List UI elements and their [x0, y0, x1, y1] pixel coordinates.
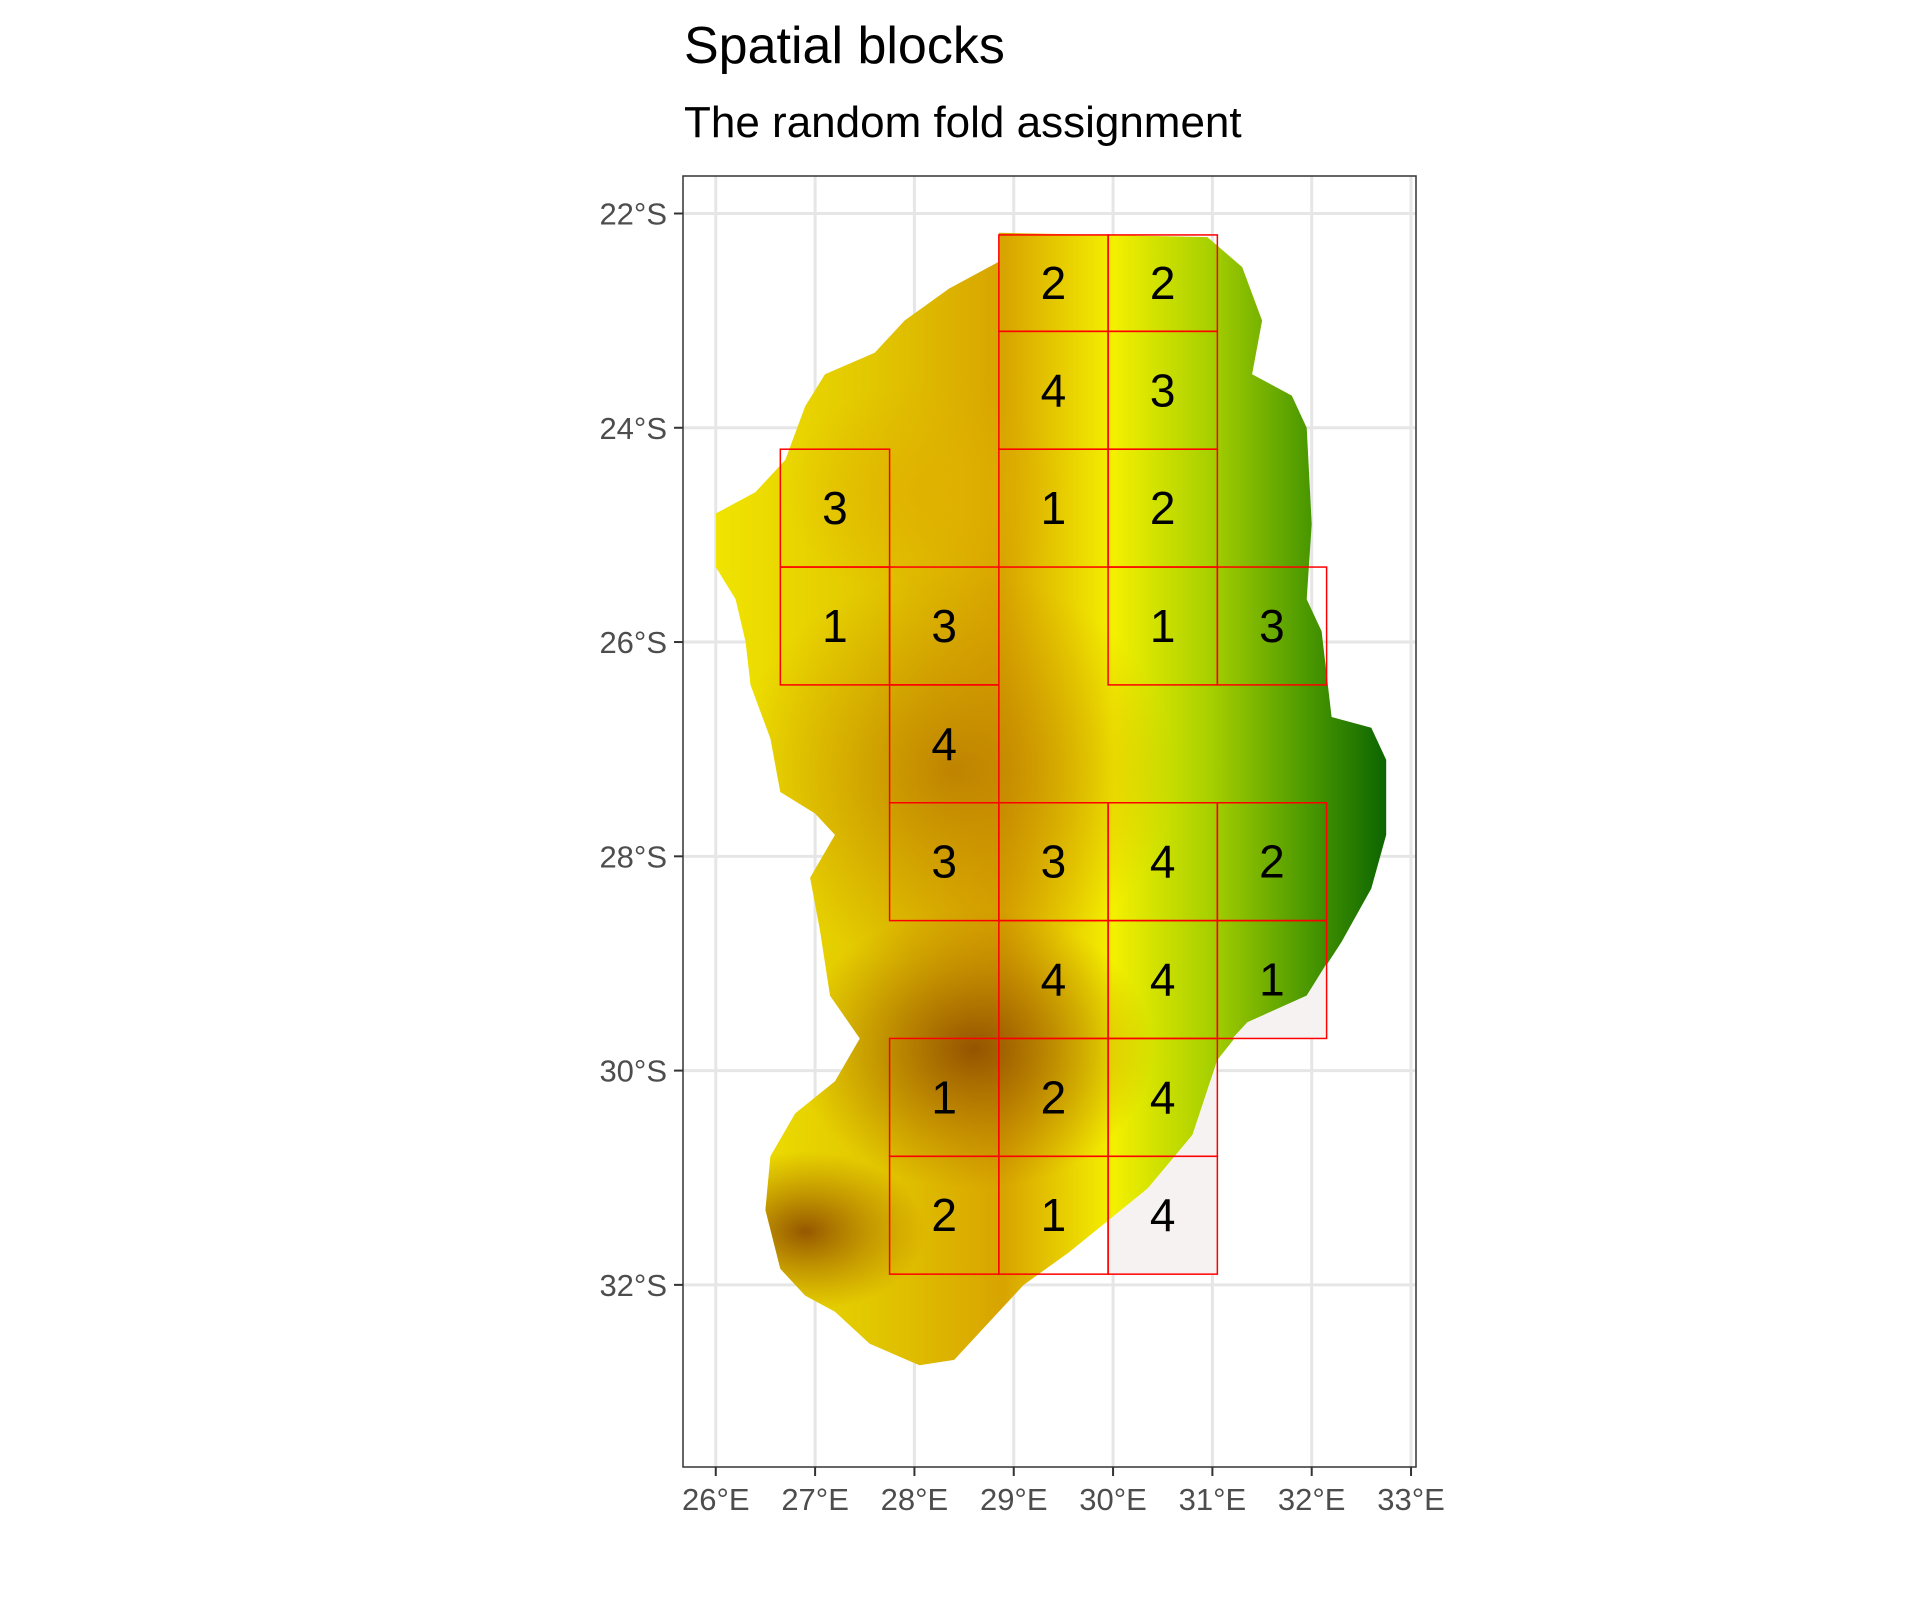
empty-cell-east [1232, 963, 1327, 1039]
fold-label: 1 [1041, 482, 1067, 534]
y-tick-label: 28°S [599, 839, 667, 874]
spatial-blocks: 2 2 4 3 3 1 2 1 3 1 3 4 3 3 4 2 4 4 1 1 2 4 2 1 4 [779, 234, 1328, 1275]
x-tick-label: 28°E [881, 1482, 949, 1517]
y-tick-label: 30°S [599, 1054, 667, 1089]
y-tick-label: 22°S [599, 196, 667, 231]
fold-label: 4 [1041, 954, 1067, 1006]
fold-label: 1 [1259, 954, 1285, 1006]
x-tick-label: 29°E [980, 1482, 1048, 1517]
fold-label: 2 [1041, 257, 1067, 309]
fold-label: 2 [1150, 482, 1176, 534]
fold-label: 3 [931, 836, 957, 888]
fold-label: 1 [822, 600, 848, 652]
block-4: 3 [779, 448, 891, 568]
x-tick-label: 26°E [682, 1482, 750, 1517]
block-21: 4 [1107, 1037, 1219, 1158]
fold-label: 4 [1150, 836, 1176, 888]
fold-label: 4 [1150, 1189, 1176, 1241]
x-tick-label: 33°E [1377, 1482, 1445, 1517]
fold-label: 4 [1150, 1071, 1176, 1123]
fold-label: 3 [931, 600, 957, 652]
map-title: Spatial blocks [684, 17, 1005, 75]
block-0: 2 [998, 234, 1109, 333]
block-8: 3 [888, 566, 1000, 686]
fold-label: 3 [1150, 364, 1176, 416]
block-border [1107, 1155, 1219, 1275]
fold-label: 4 [1041, 364, 1067, 416]
fold-label: 2 [1259, 836, 1285, 888]
fold-label: 2 [1041, 1071, 1067, 1123]
x-tick-label: 32°E [1278, 1482, 1346, 1517]
empty-cell-south [1108, 1059, 1218, 1275]
fold-label: 2 [931, 1189, 957, 1241]
y-tick-label: 24°S [599, 411, 667, 446]
x-tick-label: 31°E [1179, 1482, 1247, 1517]
fold-label: 3 [822, 482, 848, 534]
y-tick-label: 26°S [599, 625, 667, 660]
block-23: 1 [998, 1155, 1109, 1275]
block-18: 1 [1216, 919, 1328, 1040]
x-tick-label: 27°E [781, 1482, 849, 1517]
empty-block-areas [1108, 963, 1327, 1275]
y-tick-label: 32°S [599, 1268, 667, 1303]
fold-label: 4 [1150, 954, 1176, 1006]
fold-label: 1 [1150, 600, 1176, 652]
fold-label: 1 [931, 1071, 957, 1123]
block-9: 1 [1107, 566, 1219, 686]
panel-border [682, 175, 1417, 1468]
block-10: 3 [1216, 566, 1328, 686]
elevation-raster [715, 232, 1387, 1366]
block-border [1216, 566, 1328, 686]
map-subtitle: The random fold assignment [684, 98, 1242, 147]
fold-label: 1 [1041, 1189, 1067, 1241]
fold-label: 4 [931, 718, 957, 770]
block-24: 4 [1107, 1155, 1219, 1275]
block-2: 4 [998, 330, 1109, 450]
block-border [1216, 919, 1328, 1040]
fold-label: 3 [1259, 600, 1285, 652]
fold-label: 2 [1150, 257, 1176, 309]
axes: 26°E 27°E 28°E 29°E 30°E 31°E 32°E 33°E 22°S 24°S… [599, 196, 1444, 1517]
fold-label: 3 [1041, 836, 1067, 888]
x-tick-label: 30°E [1079, 1482, 1147, 1517]
